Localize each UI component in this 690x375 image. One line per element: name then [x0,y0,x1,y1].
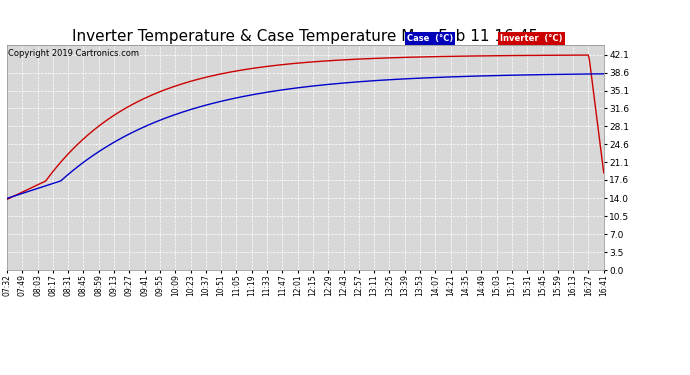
Text: Inverter  (°C): Inverter (°C) [500,34,563,43]
Text: Case  (°C): Case (°C) [407,34,453,43]
Title: Inverter Temperature & Case Temperature Mon Feb 11 16:45: Inverter Temperature & Case Temperature … [72,29,538,44]
Text: Copyright 2019 Cartronics.com: Copyright 2019 Cartronics.com [8,49,139,58]
